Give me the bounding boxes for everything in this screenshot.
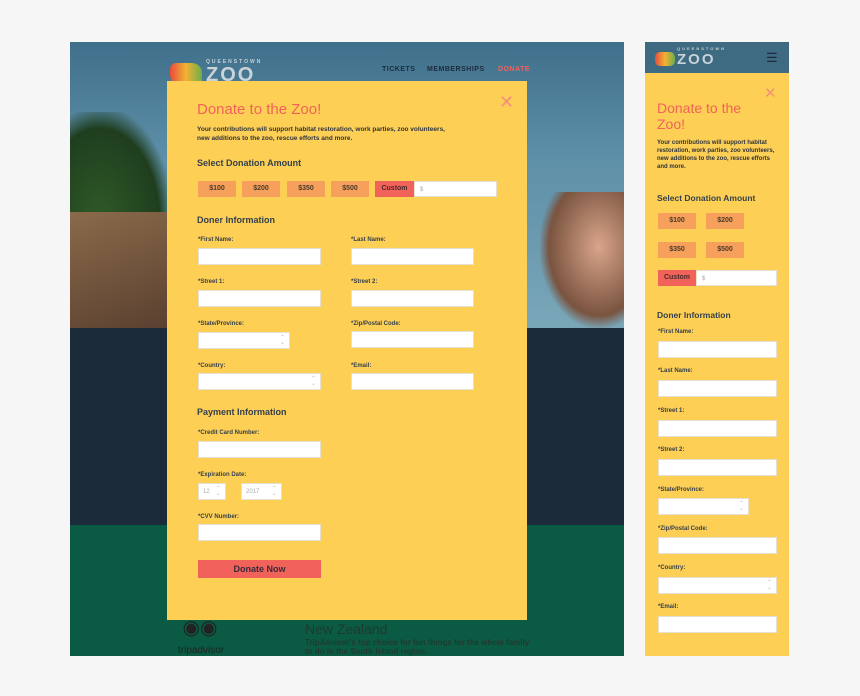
street2-input[interactable] [658, 459, 777, 476]
card-label: *Credit Card Number: [198, 430, 260, 436]
donor-heading: Doner Information [657, 310, 731, 320]
exp-month-value: 12 [203, 489, 210, 495]
cvv-label: *CVV Number: [198, 514, 240, 520]
street2-label: *Street 2: [351, 279, 378, 285]
street2-label: *Street 2: [658, 447, 685, 453]
street1-input[interactable] [198, 290, 321, 307]
modal-title: Donate to the Zoo! [657, 100, 742, 132]
state-select[interactable]: ⌃ ⌄ [658, 498, 749, 515]
first-name-input[interactable] [198, 248, 321, 265]
custom-amount-button[interactable]: Custom [658, 270, 696, 286]
email-label: *Email: [658, 604, 679, 610]
amount-100-button[interactable]: $100 [198, 181, 236, 197]
amount-heading: Select Donation Amount [197, 158, 302, 168]
logo-small-text: QUEENSTOWN [206, 59, 263, 65]
exp-month-select[interactable]: 12 ⌃ ⌄ [198, 483, 226, 500]
state-label: *State/Province: [198, 321, 245, 327]
custom-amount-input[interactable]: $ [414, 181, 497, 197]
card-input[interactable] [198, 441, 321, 458]
street1-label: *Street 1: [198, 279, 225, 285]
donor-heading: Doner Information [197, 215, 275, 225]
email-input[interactable] [351, 373, 474, 390]
state-label: *State/Province: [658, 487, 705, 493]
email-label: *Email: [351, 363, 372, 369]
zip-input[interactable] [658, 537, 777, 554]
tripadvisor-logo: tripadvisor [178, 645, 225, 656]
custom-amount-button[interactable]: Custom [375, 181, 414, 197]
zip-label: *Zip/Postal Code: [351, 321, 401, 327]
select-arrows-icon: ⌃ ⌄ [310, 376, 316, 387]
first-name-label: *First Name: [198, 237, 234, 243]
country-label: *Country: [198, 363, 226, 369]
desktop-mockup: New Zealand TripAdvisor's top choice for… [70, 42, 624, 656]
payment-heading: Payment Information [197, 407, 287, 417]
mobile-mockup: QUEENSTOWN ZOO ☰ ✕ Donate to the Zoo! Yo… [645, 42, 789, 656]
state-select[interactable]: ⌃ ⌄ [198, 332, 290, 349]
select-arrows-icon: ⌃ ⌄ [215, 486, 221, 497]
country-select[interactable]: ⌃ ⌄ [658, 577, 777, 594]
logo-big-text: ZOO [206, 64, 256, 86]
logo-animal-icon [655, 52, 675, 66]
mobile-header: QUEENSTOWN ZOO ☰ [645, 42, 789, 73]
last-name-label: *Last Name: [658, 368, 693, 374]
section-text: TripAdvisor's top choice for fun things … [305, 638, 530, 656]
modal-description: Your contributions will support habitat … [197, 126, 445, 142]
street2-input[interactable] [351, 290, 474, 307]
hamburger-icon[interactable]: ☰ [766, 50, 778, 65]
exp-year-select[interactable]: 2017 ⌃ ⌄ [241, 483, 282, 500]
tripadvisor-owl-icon: ◉◉ [182, 617, 218, 639]
select-arrows-icon: ⌃ ⌄ [279, 335, 285, 346]
zip-input[interactable] [351, 331, 474, 348]
last-name-label: *Last Name: [351, 237, 386, 243]
country-select[interactable]: ⌃ ⌄ [198, 373, 321, 390]
hero-railing [70, 212, 170, 328]
section-heading: New Zealand [305, 621, 388, 637]
logo-animal-icon [170, 63, 202, 83]
exp-label: *Expiration Date: [198, 472, 247, 478]
amount-350-button[interactable]: $350 [658, 242, 696, 258]
amount-heading: Select Donation Amount [657, 193, 756, 203]
donate-modal: ✕ Donate to the Zoo! Your contributions … [167, 81, 527, 620]
close-x-icon[interactable]: ✕ [499, 92, 515, 112]
nav-memberships[interactable]: MEMBERSHIPS [427, 66, 485, 73]
select-arrows-icon: ⌃ ⌄ [271, 486, 277, 497]
email-input[interactable] [658, 616, 777, 633]
exp-year-value: 2017 [246, 489, 260, 495]
amount-500-button[interactable]: $500 [331, 181, 369, 197]
donate-now-button[interactable]: Donate Now [198, 560, 321, 578]
cvv-input[interactable] [198, 524, 321, 541]
first-name-input[interactable] [658, 341, 777, 358]
zip-label: *Zip/Postal Code: [658, 526, 708, 532]
nav-donate[interactable]: DONATE [498, 66, 531, 73]
logo-big-text: ZOO [677, 51, 716, 68]
amount-100-button[interactable]: $100 [658, 213, 696, 229]
logo-small-text: QUEENSTOWN [677, 46, 727, 51]
amount-200-button[interactable]: $200 [706, 213, 744, 229]
amount-500-button[interactable]: $500 [706, 242, 744, 258]
last-name-input[interactable] [351, 248, 474, 265]
first-name-label: *First Name: [658, 329, 694, 335]
nav-tickets[interactable]: TICKETS [382, 66, 416, 73]
select-arrows-icon: ⌃ ⌄ [766, 580, 772, 591]
modal-description: Your contributions will support habitat … [657, 140, 775, 170]
country-label: *Country: [658, 565, 686, 571]
street1-input[interactable] [658, 420, 777, 437]
select-arrows-icon: ⌃ ⌄ [738, 501, 744, 512]
close-x-icon[interactable]: ✕ [764, 85, 777, 102]
custom-amount-input[interactable]: $ [696, 270, 777, 286]
amount-350-button[interactable]: $350 [287, 181, 325, 197]
street1-label: *Street 1: [658, 408, 685, 414]
modal-title: Donate to the Zoo! [197, 101, 322, 118]
hero-child [540, 192, 624, 328]
amount-200-button[interactable]: $200 [242, 181, 280, 197]
last-name-input[interactable] [658, 380, 777, 397]
